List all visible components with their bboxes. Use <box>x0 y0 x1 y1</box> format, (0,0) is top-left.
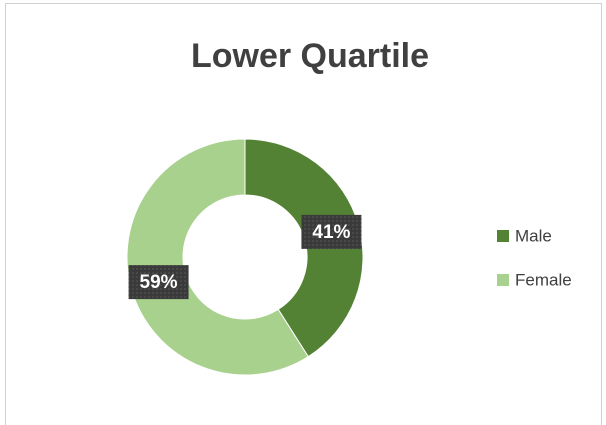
chart-title: Lower Quartile <box>191 37 429 75</box>
donut-segment <box>126 138 309 376</box>
donut-segment <box>244 138 364 358</box>
data-label: 41% <box>312 222 350 243</box>
data-label: 59% <box>140 272 178 293</box>
data-label-box <box>128 265 189 300</box>
legend-label: Female <box>515 270 572 289</box>
data-label-box <box>301 214 362 249</box>
chart-border <box>5 3 602 425</box>
legend-swatch <box>497 274 509 286</box>
legend-label: Male <box>515 226 552 245</box>
legend-swatch <box>497 230 509 242</box>
